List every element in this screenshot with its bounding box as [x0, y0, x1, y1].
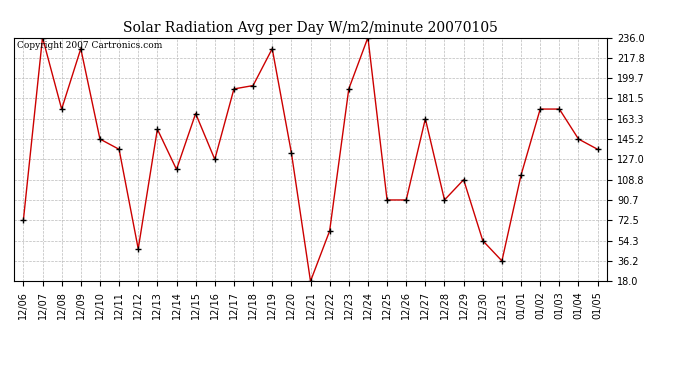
Title: Solar Radiation Avg per Day W/m2/minute 20070105: Solar Radiation Avg per Day W/m2/minute …	[123, 21, 498, 35]
Text: Copyright 2007 Cartronics.com: Copyright 2007 Cartronics.com	[17, 41, 162, 50]
